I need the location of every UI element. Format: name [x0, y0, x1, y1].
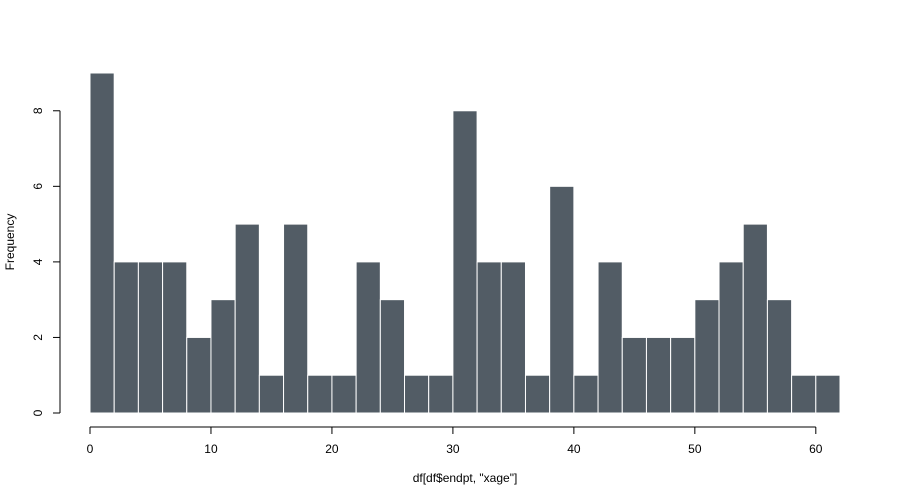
histogram-bar [791, 374, 817, 414]
histogram-bar [307, 374, 333, 414]
y-tick-label: 6 [31, 183, 45, 190]
histogram-bar [452, 110, 478, 414]
x-tick-label: 20 [325, 442, 339, 456]
histogram-bar [573, 374, 599, 414]
x-axis: 0 10 20 30 40 50 60 [87, 426, 823, 456]
y-tick-label: 0 [31, 409, 45, 416]
histogram-bar [815, 374, 841, 414]
histogram-bar [500, 261, 526, 414]
histogram-bar [283, 223, 309, 414]
y-axis: 0 2 4 6 8 [31, 107, 61, 416]
histogram-bar [766, 299, 793, 414]
histogram-bar [89, 72, 115, 414]
x-tick-label: 50 [688, 442, 702, 456]
y-axis-title: Frequency [3, 214, 17, 271]
histogram-bar [210, 299, 236, 414]
histogram-bar [694, 299, 720, 414]
x-tick-label: 30 [446, 442, 460, 456]
bars-group [89, 72, 841, 414]
x-axis-title: df[df$endpt, "xage"] [413, 471, 518, 485]
histogram-bar [258, 374, 285, 414]
histogram-bar [597, 261, 623, 414]
histogram-bar [670, 336, 696, 414]
histogram-bar [404, 374, 430, 414]
y-tick-label: 8 [31, 107, 45, 114]
histogram-bar [428, 374, 454, 414]
x-tick-label: 0 [87, 442, 94, 456]
histogram-bar [524, 374, 551, 414]
histogram-bar [162, 261, 188, 414]
histogram-bar [742, 223, 768, 414]
histogram-bar [137, 261, 164, 414]
histogram-bar [718, 261, 744, 414]
histogram-bar [234, 223, 260, 414]
histogram-bar [113, 261, 139, 414]
histogram-bar [331, 374, 357, 414]
histogram-bar [549, 185, 575, 414]
y-tick-label: 4 [31, 258, 45, 265]
histogram-bar [621, 336, 647, 414]
histogram-bar [355, 261, 381, 414]
histogram-bar [379, 299, 406, 414]
x-tick-label: 10 [204, 442, 218, 456]
histogram-bar [476, 261, 502, 414]
histogram-bar [186, 336, 212, 414]
histogram-bar [645, 336, 672, 414]
y-tick-label: 2 [31, 334, 45, 341]
x-tick-label: 60 [809, 442, 823, 456]
x-tick-label: 40 [567, 442, 581, 456]
